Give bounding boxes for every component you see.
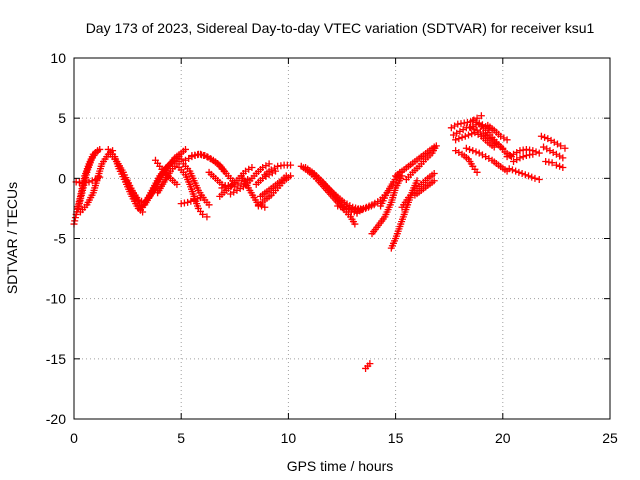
data-point [351, 220, 359, 228]
data-point [272, 167, 280, 175]
data-point [413, 177, 421, 185]
data-point [138, 197, 146, 205]
data-point [85, 178, 93, 186]
data-point [503, 136, 511, 144]
data-point [461, 132, 469, 140]
data-point [205, 201, 213, 209]
data-point [187, 197, 195, 205]
data-point [71, 217, 79, 225]
data-point [193, 195, 201, 203]
data-point [452, 136, 460, 144]
data-point [218, 184, 226, 192]
data-point [525, 172, 533, 180]
data-point [473, 168, 481, 176]
data-point [516, 154, 524, 162]
data-point [535, 176, 543, 184]
x-tick-label: 20 [495, 430, 511, 446]
x-tick-label: 15 [388, 430, 404, 446]
data-point [468, 130, 476, 138]
data-point [499, 144, 507, 152]
data-point [430, 177, 438, 185]
x-tick-label: 10 [281, 430, 297, 446]
data-point [265, 160, 273, 168]
data-point [531, 174, 539, 182]
y-tick-label: 10 [50, 50, 66, 66]
x-tick-label: 5 [177, 430, 185, 446]
data-point [181, 145, 189, 153]
data-point [521, 171, 529, 179]
data-layer [70, 112, 569, 372]
data-point [518, 170, 526, 178]
y-tick-label: -5 [54, 231, 67, 247]
data-point [462, 144, 470, 152]
data-point [261, 203, 269, 211]
data-point [199, 210, 207, 218]
data-point [71, 214, 79, 222]
data-point [173, 180, 181, 188]
y-axis-label: SDTVAR / TECUs [4, 182, 20, 294]
data-point [455, 135, 463, 143]
data-point [519, 153, 527, 161]
data-point [535, 149, 543, 157]
data-point [221, 183, 229, 191]
x-tick-label: 25 [602, 430, 618, 446]
data-point [203, 213, 211, 221]
data-point [512, 167, 520, 175]
y-tick-label: -20 [46, 411, 66, 427]
data-point [248, 164, 256, 172]
data-point [196, 194, 204, 202]
data-point [477, 112, 485, 120]
y-tick-label: -15 [46, 351, 66, 367]
data-point [559, 164, 567, 172]
data-point [200, 151, 208, 159]
data-point [458, 133, 466, 141]
data-point [537, 132, 545, 140]
y-tick-label: 0 [58, 170, 66, 186]
chart-title: Day 173 of 2023, Sidereal Day-to-day VTE… [86, 20, 595, 36]
data-point [464, 131, 472, 139]
data-point [366, 360, 374, 368]
data-point [430, 170, 438, 178]
data-point [370, 201, 378, 209]
data-point [96, 145, 104, 153]
data-point [541, 133, 549, 141]
data-point [473, 114, 481, 122]
data-point [505, 165, 513, 173]
x-axis-label: GPS time / hours [287, 458, 394, 474]
axes: 0 5 10 15 20 25 -20 -15 -10 -5 0 5 10 [46, 50, 618, 446]
data-point [559, 154, 567, 162]
data-point [470, 125, 478, 133]
data-point [556, 162, 564, 170]
data-point [432, 142, 440, 150]
y-tick-label: -10 [46, 291, 66, 307]
data-point [190, 196, 198, 204]
data-point [503, 153, 511, 161]
data-point [508, 166, 516, 174]
data-point [469, 147, 477, 155]
y-tick-label: 5 [58, 110, 66, 126]
data-point [515, 168, 523, 176]
data-point [548, 159, 556, 167]
data-point [467, 124, 475, 132]
data-point [472, 148, 480, 156]
data-point [282, 172, 290, 180]
data-point [287, 161, 295, 169]
data-point [134, 196, 142, 204]
data-point [196, 150, 204, 158]
data-point [184, 198, 192, 206]
x-tick-label: 0 [70, 430, 78, 446]
data-point [466, 145, 474, 153]
data-point [177, 155, 185, 163]
data-point [506, 151, 514, 159]
data-point [529, 150, 537, 158]
data-point [552, 161, 560, 169]
data-point [561, 144, 569, 152]
data-point [528, 173, 536, 181]
data-point [557, 142, 565, 150]
